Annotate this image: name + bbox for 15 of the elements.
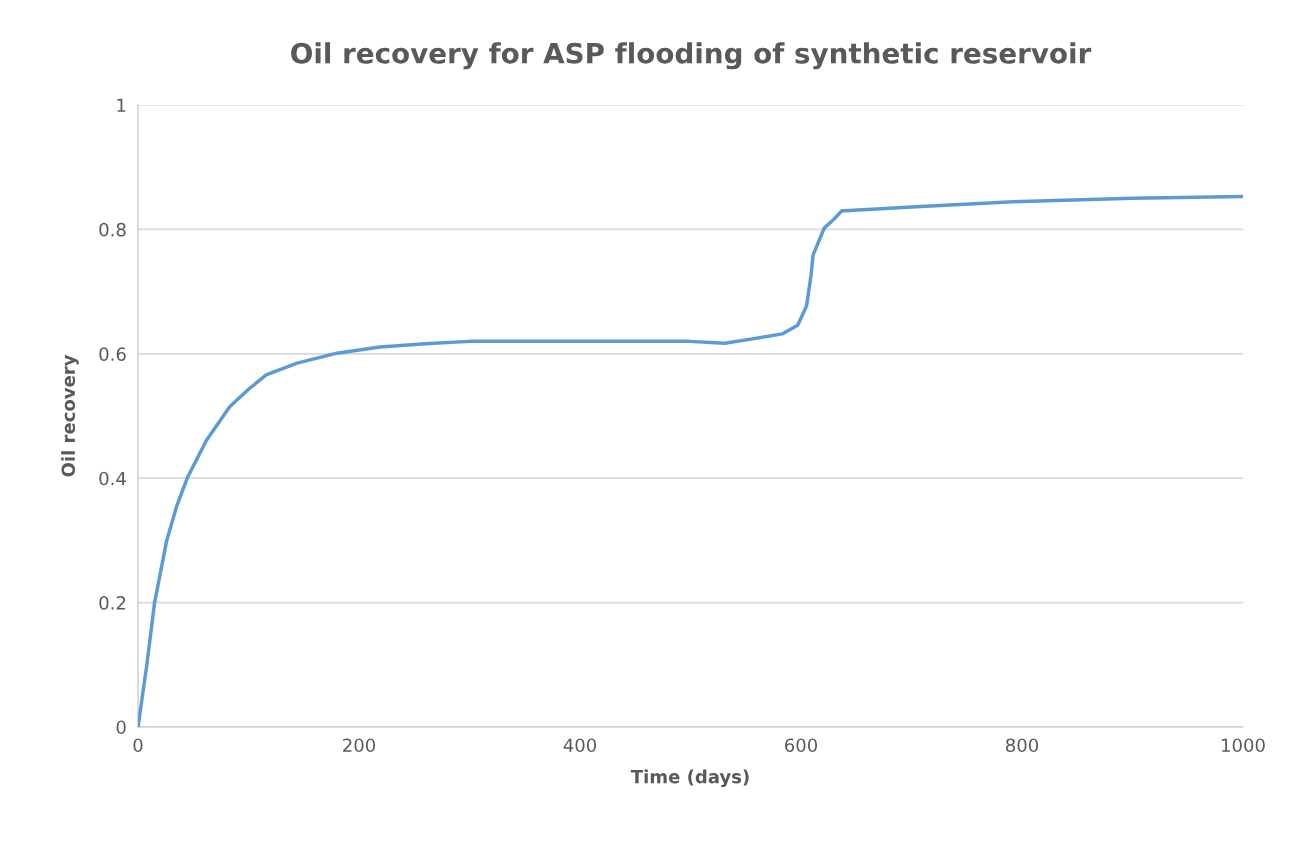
y-tick-label: 0.8 <box>99 222 126 237</box>
y-axis-title: Oil recovery <box>61 354 79 477</box>
x-tick-label: 1000 <box>1222 738 1265 753</box>
x-tick-label: 600 <box>785 738 818 753</box>
y-tick-label: 0.6 <box>99 347 126 361</box>
x-tick-label: 800 <box>1005 738 1039 753</box>
y-tick-label: 0.2 <box>99 596 126 610</box>
chart-title: Oil recovery for ASP flooding of synthetic reservoir <box>291 42 1092 70</box>
x-tick-label: 0 <box>133 738 143 753</box>
x-tick-label: 200 <box>343 738 376 753</box>
x-axis-title: Time (days) <box>630 769 749 788</box>
y-tick-label: 0.4 <box>99 471 126 486</box>
y-tick-label: 1 <box>117 98 126 112</box>
y-tick-label: 0 <box>116 720 126 735</box>
x-tick-label: 400 <box>563 738 597 753</box>
